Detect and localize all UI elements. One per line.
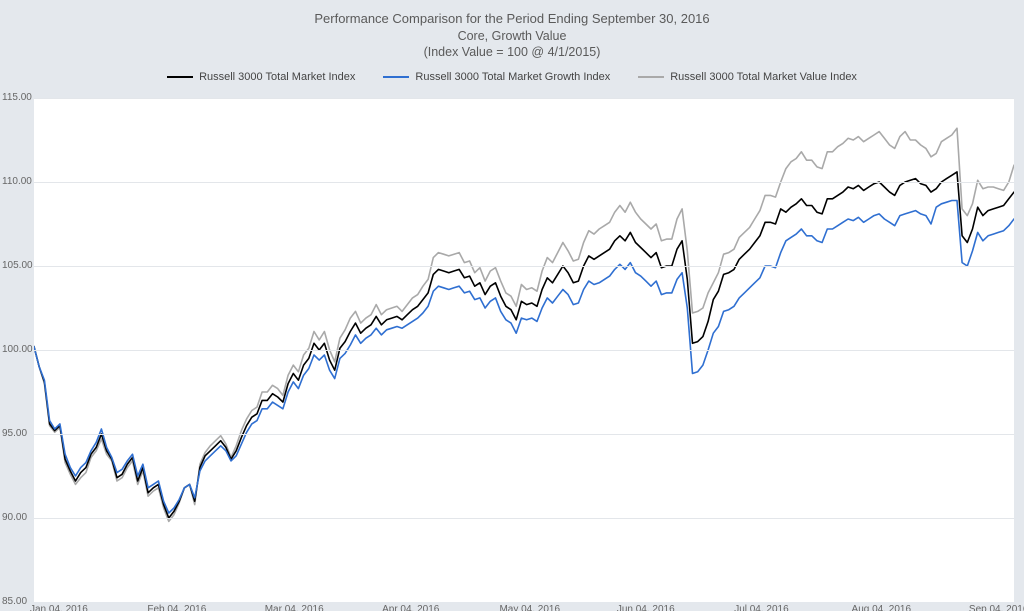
gridline — [34, 350, 1014, 351]
y-axis-tick-label: 110.00 — [2, 176, 32, 187]
series-growth-line — [34, 201, 1014, 514]
gridline — [34, 434, 1014, 435]
legend-swatch — [638, 76, 664, 78]
chart-titles: Performance Comparison for the Period En… — [0, 0, 1024, 61]
series-value-line — [34, 128, 1014, 521]
y-axis-tick-label: 95.00 — [2, 428, 27, 439]
performance-chart: Performance Comparison for the Period En… — [0, 0, 1024, 611]
series-total-line — [34, 172, 1014, 518]
y-axis-tick-label: 105.00 — [2, 260, 33, 271]
legend-swatch — [167, 76, 193, 78]
x-axis-tick-label: Jun 04, 2016 — [617, 604, 675, 611]
gridline — [34, 518, 1014, 519]
chart-subtitle-1: Core, Growth Value — [0, 28, 1024, 45]
y-axis-tick-label: 85.00 — [2, 596, 27, 607]
legend-item: Russell 3000 Total Market Growth Index — [383, 71, 610, 83]
chart-subtitle-2: (Index Value = 100 @ 4/1/2015) — [0, 44, 1024, 61]
x-axis-tick-label: Aug 04, 2016 — [852, 604, 912, 611]
gridline — [34, 266, 1014, 267]
y-axis-tick-label: 90.00 — [2, 512, 27, 523]
legend-label: Russell 3000 Total Market Value Index — [670, 71, 857, 83]
x-axis-tick-label: Mar 04, 2016 — [265, 604, 324, 611]
x-axis-tick-label: Jan 04, 2016 — [30, 604, 88, 611]
gridline — [34, 98, 1014, 99]
x-axis-tick-label: Sep 04, 2016 — [969, 604, 1024, 611]
legend-item: Russell 3000 Total Market Index — [167, 71, 355, 83]
x-axis-tick-label: Jul 04, 2016 — [734, 604, 789, 611]
y-axis-tick-label: 100.00 — [2, 344, 33, 355]
chart-legend: Russell 3000 Total Market Index Russell 3… — [0, 71, 1024, 83]
chart-title: Performance Comparison for the Period En… — [0, 10, 1024, 28]
legend-item: Russell 3000 Total Market Value Index — [638, 71, 857, 83]
x-axis-tick-label: Apr 04, 2016 — [382, 604, 439, 611]
x-axis-tick-label: May 04, 2016 — [499, 604, 560, 611]
legend-label: Russell 3000 Total Market Index — [199, 71, 355, 83]
legend-label: Russell 3000 Total Market Growth Index — [415, 71, 610, 83]
x-axis-tick-label: Feb 04, 2016 — [147, 604, 206, 611]
y-axis-tick-label: 115.00 — [2, 92, 32, 103]
gridline — [34, 182, 1014, 183]
plot-area — [34, 98, 1014, 602]
legend-swatch — [383, 76, 409, 78]
